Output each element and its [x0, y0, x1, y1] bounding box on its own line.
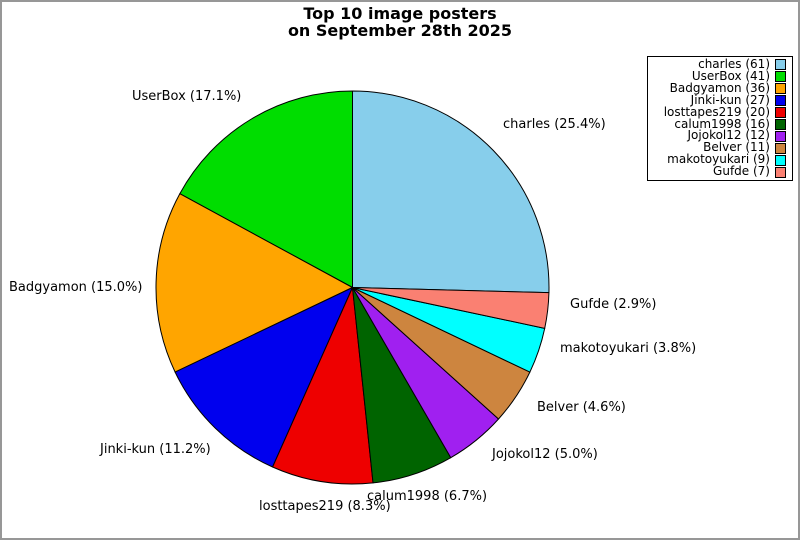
slice-label-Belver: Belver (4.6%) — [537, 400, 626, 415]
legend-swatch — [775, 107, 786, 119]
legend-item-Jinki-kun: Jinki-kun (27) — [651, 92, 786, 107]
pie-slice-losttapes219 — [272, 287, 374, 485]
legend-label: Jojokol12 (12) — [687, 128, 770, 143]
legend-label: makotoyukari (9) — [667, 152, 770, 167]
slice-label-calum1998: calum1998 (6.7%) — [367, 489, 488, 504]
pie-slice-Jinki-kun — [174, 287, 353, 468]
legend-item-makotoyukari: makotoyukari (9) — [651, 152, 786, 167]
legend-swatch — [775, 154, 786, 166]
legend: charles (61) UserBox (41) Badgyamon (36) Ji… — [647, 56, 793, 181]
legend-label: calum1998 (16) — [674, 116, 770, 131]
pie-slice-Badgyamon — [155, 193, 353, 373]
legend-label: losttapes219 (20) — [663, 104, 770, 119]
slice-label-Jojokol12: Jojokol12 (5.0%) — [492, 447, 598, 462]
legend-label: Belver (11) — [703, 140, 770, 155]
slice-label-makotoyukari: makotoyukari (3.8%) — [560, 341, 697, 356]
legend-label: Jinki-kun (27) — [690, 92, 770, 107]
slice-label-UserBox: UserBox (17.1%) — [132, 89, 242, 104]
legend-swatch — [775, 118, 786, 130]
legend-label: Gufde (7) — [713, 164, 770, 179]
slice-label-losttapes219: losttapes219 (8.3%) — [259, 499, 391, 514]
slice-label-Jinki-kun: Jinki-kun (11.2%) — [100, 442, 211, 457]
pie-slice-Gufde — [352, 287, 550, 329]
legend-swatch — [775, 59, 786, 71]
chart-title-line1: Top 10 image posters — [303, 4, 497, 23]
legend-label: Badgyamon (36) — [669, 80, 770, 95]
legend-swatch — [775, 83, 786, 95]
legend-label: charles (61) — [698, 57, 770, 72]
legend-item-UserBox: UserBox (41) — [651, 68, 786, 83]
legend-swatch — [775, 130, 786, 142]
pie-slice-UserBox — [179, 90, 353, 288]
legend-item-charles: charles (61) — [651, 57, 786, 72]
legend-swatch — [775, 166, 786, 178]
chart-title: Top 10 image posters on September 28th 2… — [2, 5, 798, 39]
slice-label-Badgyamon: Badgyamon (15.0%) — [9, 280, 143, 295]
legend-swatch — [775, 71, 786, 83]
legend-item-Badgyamon: Badgyamon (36) — [651, 80, 786, 95]
chart-title-line2: on September 28th 2025 — [287, 21, 513, 40]
slice-label-charles: charles (25.4%) — [503, 117, 606, 132]
legend-item-Jojokol12: Jojokol12 (12) — [651, 128, 786, 143]
legend-item-calum1998: calum1998 (16) — [651, 116, 786, 131]
legend-item-Belver: Belver (11) — [651, 140, 786, 155]
legend-label: UserBox (41) — [691, 68, 770, 83]
legend-swatch — [775, 95, 786, 107]
legend-item-Gufde: Gufde (7) — [651, 164, 786, 179]
legend-item-losttapes219: losttapes219 (20) — [651, 104, 786, 119]
legend-swatch — [775, 142, 786, 154]
slice-label-Gufde: Gufde (2.9%) — [570, 297, 657, 312]
pie-slice-charles — [352, 90, 550, 294]
